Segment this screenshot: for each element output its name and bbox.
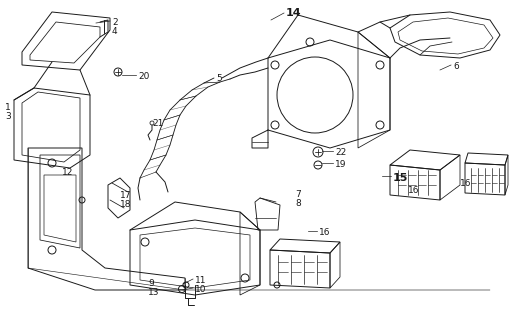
Text: 8: 8 <box>295 199 301 208</box>
Text: 22: 22 <box>335 148 346 157</box>
Text: 7: 7 <box>295 190 301 199</box>
Text: 16: 16 <box>319 228 330 237</box>
Text: 9: 9 <box>148 279 154 288</box>
Text: 18: 18 <box>120 200 131 209</box>
Text: 10: 10 <box>195 285 207 294</box>
Text: 21: 21 <box>152 119 163 128</box>
Text: 19: 19 <box>335 160 347 169</box>
Text: 11: 11 <box>195 276 207 285</box>
Text: 15: 15 <box>393 173 408 183</box>
Text: 3: 3 <box>5 112 11 121</box>
Text: 16: 16 <box>460 179 471 188</box>
Text: 4: 4 <box>112 27 118 36</box>
Text: 1: 1 <box>5 103 11 112</box>
Text: 5: 5 <box>216 74 222 83</box>
Text: 16: 16 <box>408 186 419 195</box>
Text: 6: 6 <box>453 62 459 71</box>
Text: 2: 2 <box>112 18 118 27</box>
Text: 12: 12 <box>62 168 73 177</box>
Text: 14: 14 <box>286 8 302 18</box>
Text: 17: 17 <box>120 191 131 200</box>
Text: 13: 13 <box>148 288 159 297</box>
Text: 20: 20 <box>138 72 149 81</box>
